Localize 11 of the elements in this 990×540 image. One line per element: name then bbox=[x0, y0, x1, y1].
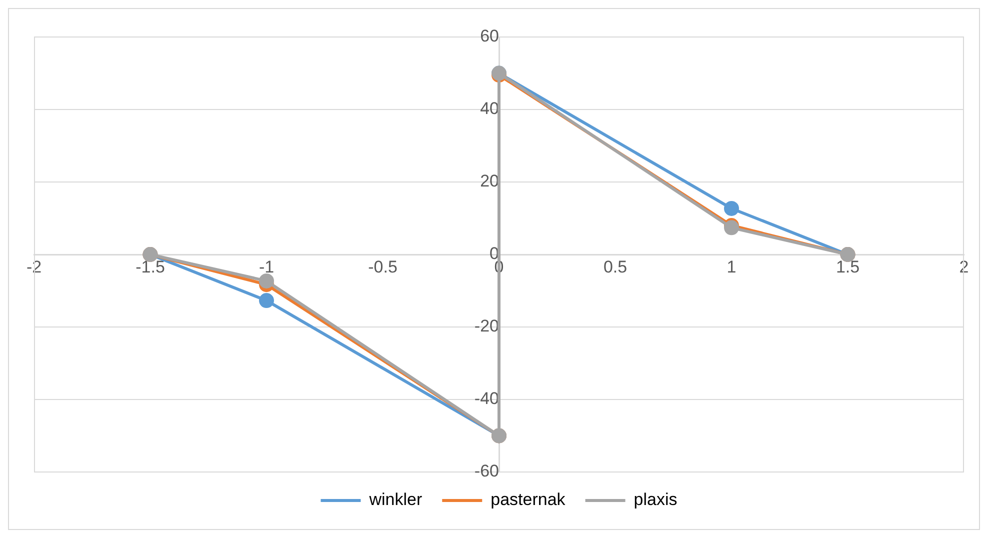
legend-label: plaxis bbox=[634, 490, 678, 510]
x-tick-label: -1.5 bbox=[136, 257, 165, 276]
legend-label: pasternak bbox=[490, 490, 566, 510]
y-tick-label: -60 bbox=[474, 462, 499, 481]
x-tick-label: -1 bbox=[258, 257, 274, 276]
x-tick-label: 0.5 bbox=[603, 257, 628, 276]
y-tick-label: 60 bbox=[480, 26, 499, 46]
x-tick-label: 1.5 bbox=[836, 257, 860, 276]
x-tick-label: -0.5 bbox=[368, 257, 398, 276]
x-tick-label: 1 bbox=[726, 257, 736, 276]
legend-label: winkler bbox=[368, 490, 422, 510]
